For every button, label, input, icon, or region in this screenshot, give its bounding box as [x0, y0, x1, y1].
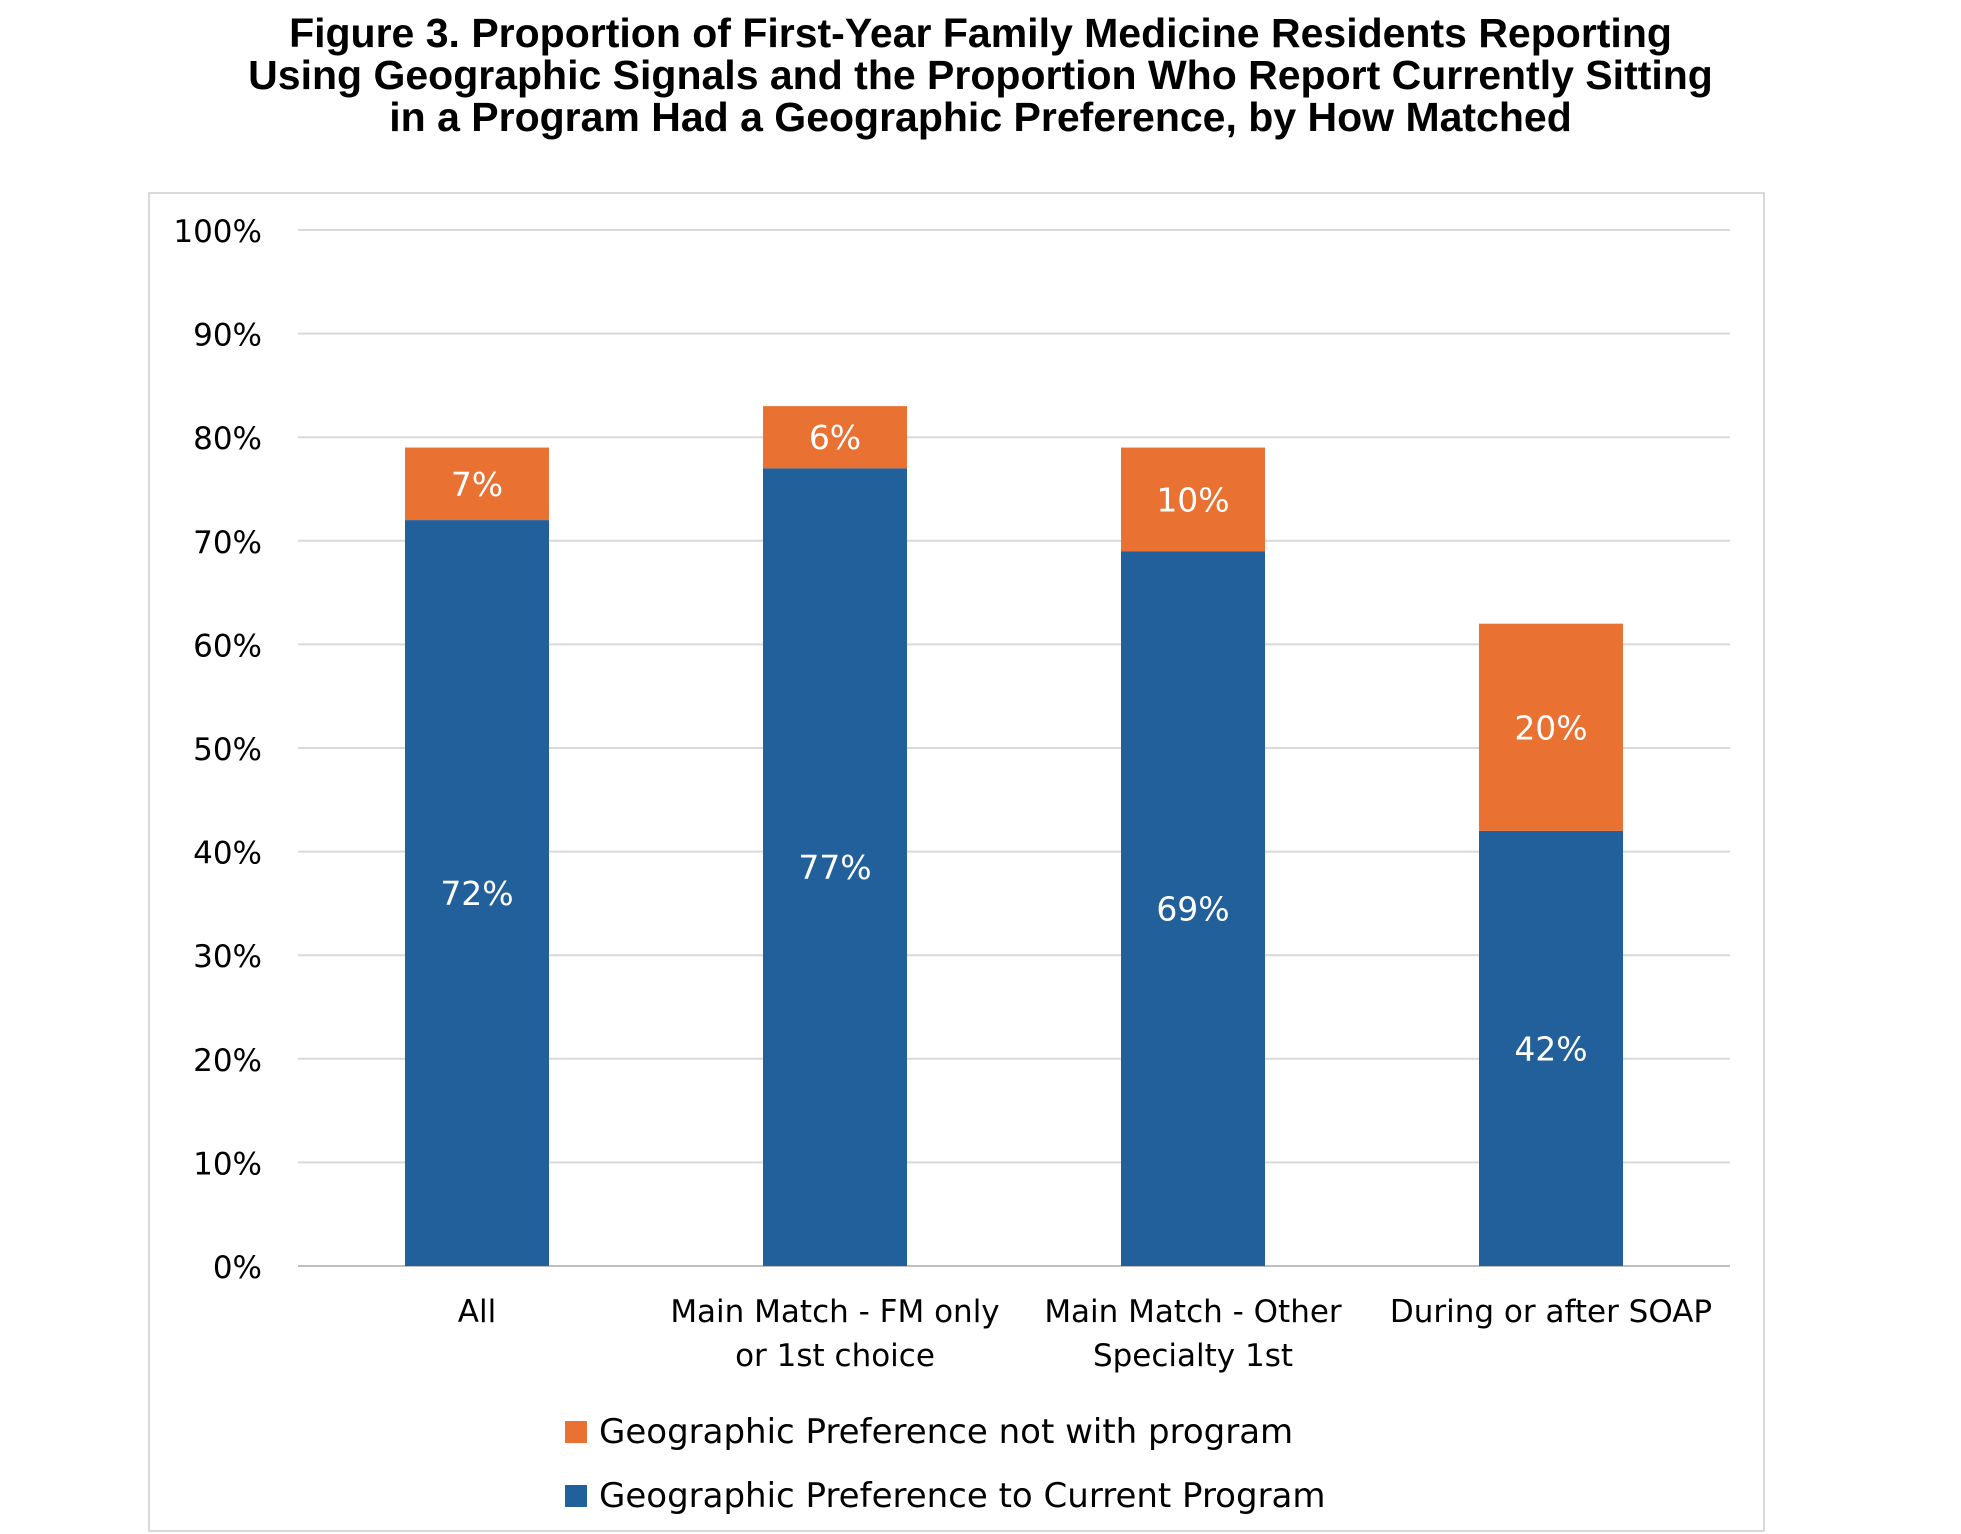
chart-legend: Geographic Preference not with program Ge… [565, 1400, 1326, 1528]
chart-frame [148, 192, 1765, 1532]
bar-segment [1121, 551, 1265, 1266]
y-tick-label: 40% [193, 836, 262, 872]
chart-title-line-2: Using Geographic Signals and the Proport… [248, 52, 1713, 98]
legend-item: Geographic Preference to Current Program [565, 1464, 1326, 1528]
data-label: 10% [1156, 480, 1229, 519]
y-tick-label: 80% [193, 421, 262, 457]
legend-label: Geographic Preference to Current Program [599, 1476, 1326, 1516]
chart-title-line-1: Figure 3. Proportion of First-Year Famil… [289, 10, 1672, 56]
y-tick-label: 0% [213, 1250, 262, 1286]
x-category-label: or 1st choice [735, 1338, 935, 1374]
y-tick-label: 10% [193, 1146, 262, 1182]
x-category-label: All [458, 1294, 496, 1330]
y-tick-label: 90% [193, 318, 262, 354]
bar-segment [1121, 447, 1265, 552]
legend-swatch [565, 1421, 587, 1443]
chart-title: Figure 3. Proportion of First-Year Famil… [0, 12, 1961, 138]
data-label: 20% [1514, 708, 1587, 747]
bar-segment [405, 447, 549, 521]
x-category-label: During or after SOAP [1390, 1294, 1712, 1330]
data-label: 69% [1156, 890, 1229, 929]
bar-segment [763, 468, 907, 1266]
data-label: 42% [1514, 1029, 1587, 1068]
y-tick-label: 20% [193, 1043, 262, 1079]
x-category-label: Specialty 1st [1093, 1338, 1293, 1374]
legend-item: Geographic Preference not with program [565, 1400, 1326, 1464]
chart-title-line-3: in a Program Had a Geographic Preference… [389, 94, 1572, 140]
y-tick-label: 100% [173, 214, 262, 250]
y-tick-label: 60% [193, 628, 262, 664]
legend-swatch [565, 1485, 587, 1507]
bar-segment [1479, 830, 1623, 1266]
bar-segment [405, 520, 549, 1266]
bar-segment [1479, 623, 1623, 831]
x-category-label: Main Match - FM only [670, 1294, 999, 1330]
x-category-label: Main Match - Other [1044, 1294, 1342, 1330]
data-label: 7% [451, 465, 503, 504]
bar-segment [763, 406, 907, 469]
y-tick-label: 70% [193, 525, 262, 561]
data-label: 72% [440, 874, 513, 913]
data-label: 77% [798, 848, 871, 887]
y-tick-label: 30% [193, 939, 262, 975]
y-tick-label: 50% [193, 732, 262, 768]
legend-label: Geographic Preference not with program [599, 1412, 1294, 1452]
data-label: 6% [809, 418, 861, 457]
